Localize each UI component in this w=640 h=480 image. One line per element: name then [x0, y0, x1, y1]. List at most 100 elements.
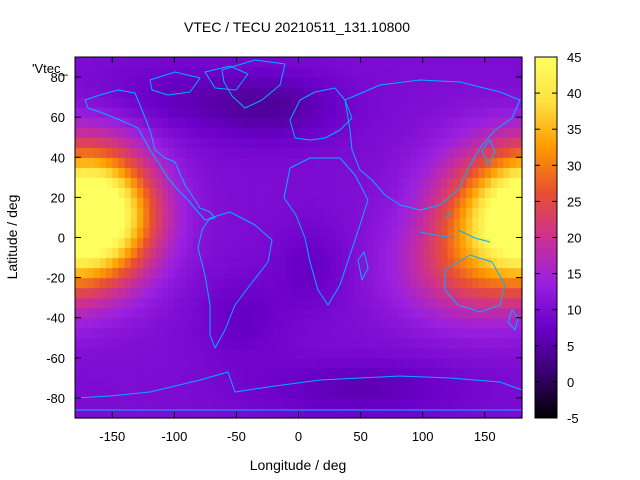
heatmap-cell — [441, 227, 449, 239]
heatmap-cells — [75, 57, 523, 419]
heatmap-cell — [410, 307, 418, 319]
heatmap-cell — [199, 327, 206, 339]
heatmap-cell — [379, 397, 387, 409]
heatmap-cell — [310, 397, 318, 409]
heatmap-cell — [149, 327, 157, 339]
heatmap-cell — [180, 207, 188, 219]
heatmap-cell — [267, 77, 275, 88]
heatmap-cell — [155, 377, 163, 389]
heatmap-cell — [242, 237, 250, 249]
heatmap-cell — [217, 247, 225, 259]
heatmap-cell — [217, 297, 225, 309]
heatmap-cell — [273, 117, 281, 128]
heatmap-cell — [341, 197, 349, 209]
heatmap-cell — [515, 87, 523, 98]
heatmap-cell — [472, 267, 480, 279]
heatmap-cell — [515, 157, 523, 168]
heatmap-cell — [348, 147, 355, 158]
heatmap-cell — [199, 107, 206, 118]
heatmap-cell — [391, 167, 399, 178]
heatmap-cell — [428, 367, 436, 379]
heatmap-cell — [459, 307, 467, 319]
heatmap-cell — [118, 367, 126, 379]
heatmap-cell — [174, 77, 182, 88]
heatmap-cell — [211, 107, 219, 118]
heatmap-cell — [422, 137, 430, 148]
heatmap-cell — [124, 237, 132, 249]
heatmap-cell — [99, 157, 107, 168]
heatmap-cell — [217, 187, 225, 198]
heatmap-cell — [224, 327, 231, 339]
heatmap-cell — [304, 187, 312, 198]
heatmap-cell — [422, 237, 430, 249]
heatmap-cell — [385, 407, 393, 419]
heatmap-cell — [329, 77, 337, 88]
heatmap-cell — [385, 317, 393, 329]
heatmap-cell — [366, 337, 374, 349]
heatmap-cell — [242, 147, 250, 158]
heatmap-cell — [385, 337, 393, 349]
heatmap-cell — [348, 307, 355, 319]
heatmap-cell — [161, 77, 169, 88]
heatmap-cell — [273, 217, 281, 229]
heatmap-cell — [304, 347, 312, 359]
heatmap-cell — [490, 357, 498, 369]
heatmap-cell — [292, 407, 300, 419]
heatmap-cell — [279, 317, 287, 329]
heatmap-cell — [509, 387, 517, 399]
chart-title: VTEC / TECU 20210511_131.10800 — [184, 19, 410, 35]
heatmap-cell — [298, 277, 306, 289]
heatmap-cell — [93, 87, 101, 98]
heatmap-cell — [217, 337, 225, 349]
heatmap-cell — [161, 117, 169, 128]
heatmap-cell — [217, 317, 225, 329]
heatmap-cell — [199, 147, 206, 158]
heatmap-cell — [404, 407, 411, 419]
heatmap-cell — [224, 397, 231, 409]
heatmap-cell — [75, 367, 82, 379]
heatmap-cell — [503, 317, 511, 329]
heatmap-cell — [112, 327, 120, 339]
heatmap-cell — [168, 327, 175, 339]
heatmap-cell — [161, 207, 169, 219]
heatmap-cell — [385, 257, 393, 269]
heatmap-cell — [484, 117, 492, 128]
y-tick-label: 20 — [51, 190, 65, 205]
heatmap-cell — [87, 357, 95, 369]
heatmap-cell — [410, 57, 418, 68]
heatmap-cell — [447, 367, 455, 379]
heatmap-cell — [99, 187, 107, 198]
heatmap-cell — [93, 247, 101, 259]
heatmap-cell — [515, 257, 523, 269]
heatmap-cell — [124, 297, 132, 309]
heatmap-cell — [286, 297, 293, 309]
heatmap-cell — [168, 67, 175, 78]
heatmap-cell — [329, 187, 337, 198]
heatmap-cell — [112, 267, 120, 279]
heatmap-cell — [174, 117, 182, 128]
heatmap-cell — [317, 137, 324, 148]
heatmap-cell — [130, 77, 138, 88]
heatmap-cell — [112, 177, 120, 188]
heatmap-cell — [466, 237, 473, 249]
heatmap-cell — [155, 267, 163, 279]
heatmap-cell — [279, 237, 287, 249]
heatmap-cell — [168, 97, 175, 108]
heatmap-cell — [75, 97, 82, 108]
heatmap-cell — [298, 97, 306, 108]
heatmap-cell — [168, 247, 175, 259]
heatmap-cell — [335, 187, 343, 198]
heatmap-cell — [422, 287, 430, 299]
heatmap-cell — [242, 137, 250, 148]
heatmap-cell — [515, 67, 523, 78]
heatmap-cell — [310, 287, 318, 299]
heatmap-cell — [335, 297, 343, 309]
heatmap-cell — [267, 297, 275, 309]
heatmap-cell — [472, 177, 480, 188]
heatmap-cell — [410, 237, 418, 249]
heatmap-cell — [435, 377, 442, 389]
heatmap-cell — [230, 177, 238, 188]
heatmap-cell — [310, 117, 318, 128]
heatmap-cell — [211, 267, 219, 279]
heatmap-cell — [497, 137, 504, 148]
